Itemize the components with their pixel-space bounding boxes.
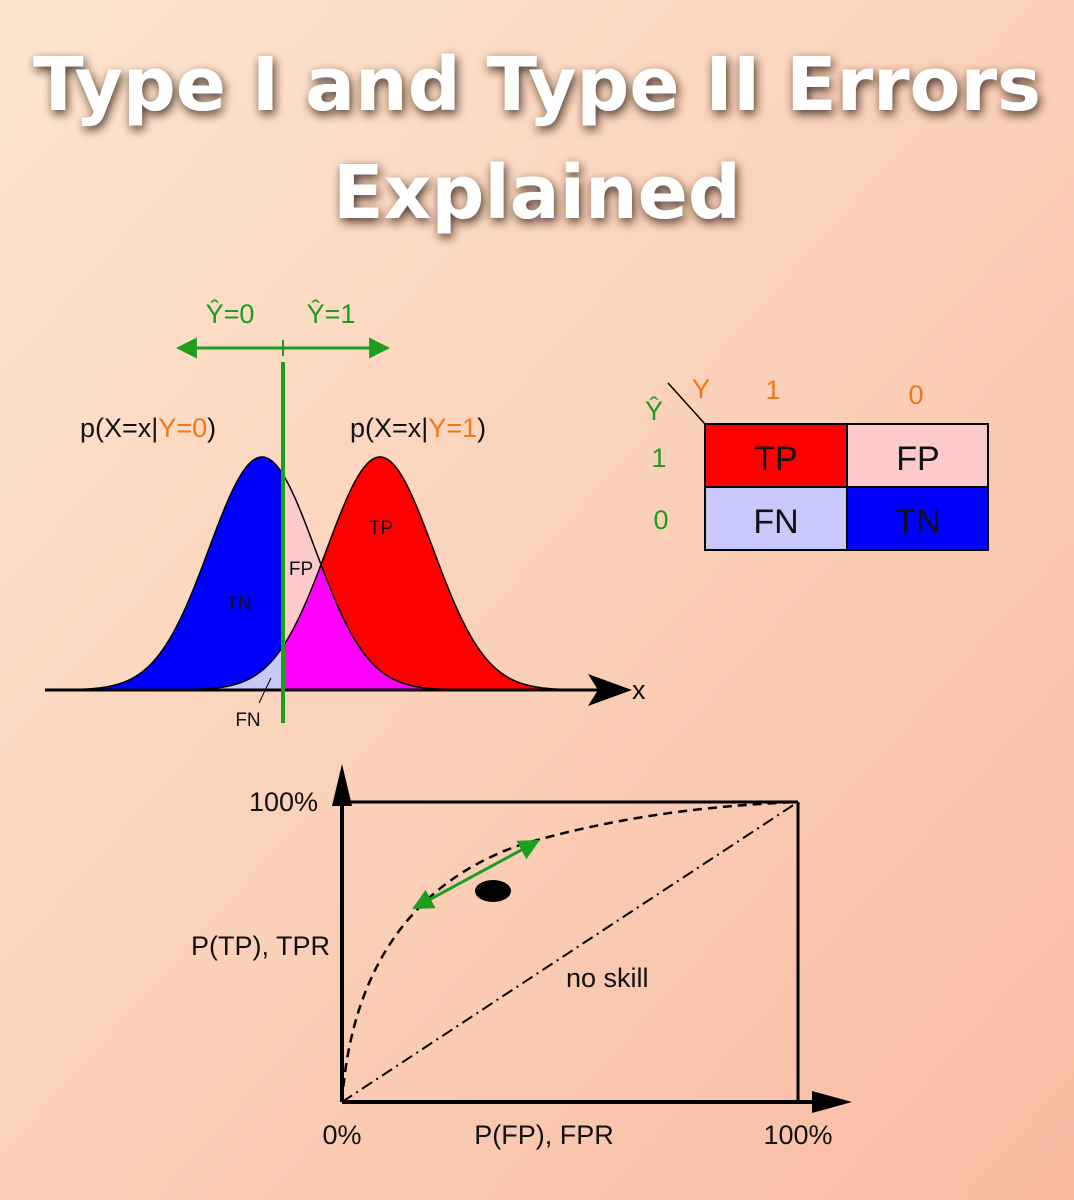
region-label: TN	[226, 594, 251, 615]
region-label: FP	[289, 559, 313, 580]
cell-label: TN	[895, 503, 940, 541]
fn-region	[60, 646, 283, 690]
prediction-label: Ŷ=1	[307, 298, 356, 329]
title-line: Type I and Type II Errors	[33, 42, 1041, 128]
x-max-label: 100%	[763, 1120, 832, 1150]
operating-point	[475, 880, 511, 902]
row-header: 1	[651, 443, 666, 473]
threshold-arrow	[412, 839, 540, 910]
region-label: TP	[369, 518, 393, 539]
curve-label-condition: Y=0	[158, 413, 207, 443]
y-axis-label: P(TP), TPR	[191, 931, 330, 961]
curve-label-part: p(X=x|	[350, 413, 428, 443]
cell-label: TP	[754, 440, 797, 478]
header-diagonal	[667, 382, 706, 425]
curve-label-part: )	[477, 413, 486, 443]
cell	[704, 486, 848, 551]
leader-line	[258, 677, 272, 704]
cell	[704, 423, 848, 488]
cell	[846, 486, 989, 551]
confusion-matrix: Y Ŷ 1 0 1 0 TP FP FN TN	[645, 374, 989, 551]
x-axis-arrow	[588, 674, 632, 706]
prediction-label: Ŷ=0	[206, 298, 255, 329]
column-header: 1	[765, 375, 780, 405]
x-axis-label: x	[632, 675, 646, 705]
y-max-label: 100%	[249, 787, 318, 817]
no-skill-line	[341, 801, 799, 1103]
tp-region	[283, 457, 620, 690]
predicted-label: Ŷ	[645, 395, 663, 426]
x-axis-label: P(FP), FPR	[474, 1120, 614, 1150]
y-axis-arrow	[332, 764, 352, 806]
distribution-annotations: x Ŷ=0 Ŷ=1 p(X=x|Y=0) p(X=x|Y=1) TN FP TP…	[45, 298, 646, 731]
actual-label: Y	[692, 374, 710, 404]
curve-label-part: p(X=x|	[80, 413, 158, 443]
curve-label-part: )	[207, 413, 216, 443]
no-skill-label: no skill	[566, 963, 649, 993]
title-line: Explained	[333, 150, 741, 236]
cell-label: FN	[753, 503, 798, 541]
positive-curve	[169, 456, 601, 691]
cell-label: FP	[896, 440, 939, 478]
curve-label: p(X=x|Y=1)	[350, 413, 486, 443]
negative-curve	[59, 456, 470, 691]
x-axis-arrow	[812, 1091, 852, 1113]
row-header: 0	[653, 505, 668, 535]
x-min-label: 0%	[322, 1120, 361, 1150]
distributions	[59, 456, 620, 691]
title: Type I and Type II Errors Explained	[33, 42, 1041, 236]
region-label: FN	[235, 710, 260, 731]
cell	[846, 423, 989, 488]
curve-label-condition: Y=1	[428, 413, 477, 443]
curve-label: p(X=x|Y=0)	[80, 413, 216, 443]
roc-diagram: 100% P(TP), TPR 0% P(FP), FPR 100% no sk…	[191, 764, 852, 1150]
tn-region	[60, 457, 283, 690]
column-header: 0	[908, 380, 923, 410]
